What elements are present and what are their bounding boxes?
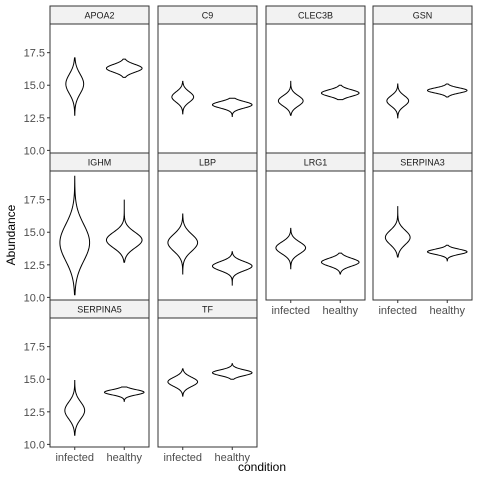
violin-infected [59,175,91,296]
facet-panel: LBP [157,152,258,301]
x-tick-label: healthy [107,452,143,464]
violin-healthy [426,83,468,98]
facet-panel: CLEC3B [265,5,366,154]
y-tick-label: 12.5 [24,407,45,419]
facet-strip-label: APOA2 [84,11,114,21]
y-axis-title: Abundance [4,204,18,265]
panel-border [157,317,258,448]
y-tick-label: 17.5 [24,48,45,60]
panel-border [49,317,150,448]
x-tick-label: infected [271,305,310,317]
panels-layer: APOA2 C9 CLEC3B GSN IGHM LBP LRG1 SERPINA3 SERPI… [49,5,473,448]
y-tick-label: 10.0 [24,292,45,304]
y-tick-label: 10.0 [24,145,45,157]
facet-strip-label: GSN [413,11,433,21]
x-tick-label: healthy [215,452,251,464]
violin-infected [386,83,410,119]
facet-strip-label: CLEC3B [298,11,333,21]
violin-infected [167,368,199,397]
x-axis-title: condition [238,460,286,474]
facet-strip-label: SERPINA3 [400,158,445,168]
panel-border [265,23,366,154]
facet-panel: SERPINA5 [49,299,150,448]
y-tick-label: 15.0 [24,227,45,239]
facet-panel: IGHM [49,152,150,301]
violin-healthy [211,363,253,380]
facet-strip-label: TF [202,305,213,315]
y-tick-label: 15.0 [24,80,45,92]
panel-border [49,23,150,154]
violin-infected [167,213,199,275]
x-tick-label: infected [163,452,202,464]
violin-infected [171,80,195,115]
facet-panel: SERPINA3 [372,152,473,301]
violin-healthy [211,97,253,118]
x-tick-label: infected [55,452,94,464]
x-tick-label: healthy [430,305,466,317]
panel-border [157,23,258,154]
violin-healthy [211,251,253,286]
violin-healthy [105,199,143,263]
violin-healthy [320,252,360,275]
violin-healthy [426,244,468,262]
violin-infected [277,80,304,116]
x-tick-label: healthy [323,305,359,317]
facet-panel: LRG1 [265,152,366,301]
y-tick-label: 10.0 [24,439,45,451]
facet-panel: APOA2 [49,5,150,154]
facet-strip-label: SERPINA5 [77,305,122,315]
violin-infected [64,380,86,436]
violin-healthy [320,84,360,101]
y-tick-label: 12.5 [24,113,45,125]
y-tick-label: 17.5 [24,195,45,207]
y-tick-label: 17.5 [24,342,45,354]
facet-panel: GSN [372,5,473,154]
violin-healthy [103,386,145,402]
panel-border [372,170,473,301]
facet-panel: C9 [157,5,258,154]
violin-infected [65,57,85,116]
facet-strip-label: IGHM [88,158,112,168]
facet-strip-label: LRG1 [304,158,328,168]
violin-infected [384,206,411,258]
panel-border [265,170,366,301]
violin-infected [275,227,307,270]
axes-layer: 10.0 12.5 15.0 17.5 10.0 12.5 15.0 17.5 infected… [24,48,466,464]
facet-panel: TF [157,299,258,448]
facet-strip-label: C9 [202,11,214,21]
y-tick-label: 15.0 [24,374,45,386]
y-tick-label: 12.5 [24,260,45,272]
violin-healthy [105,58,143,78]
facet-strip-label: LBP [199,158,216,168]
x-tick-label: infected [378,305,417,317]
